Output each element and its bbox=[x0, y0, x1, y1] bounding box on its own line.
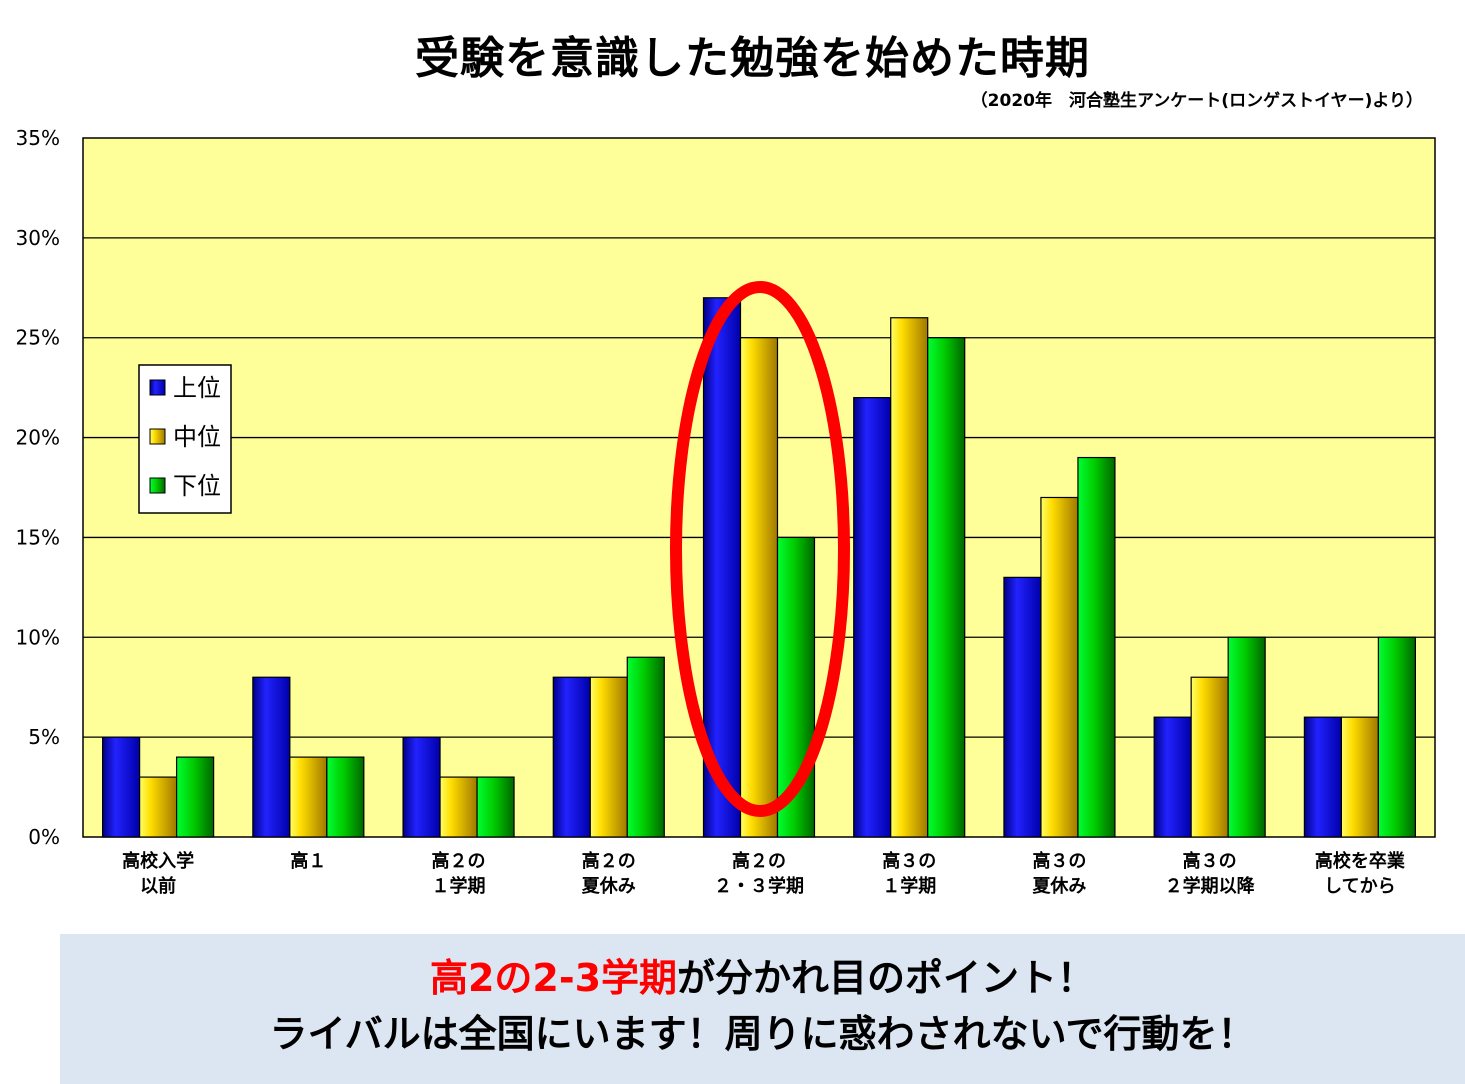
bar-blue bbox=[853, 397, 892, 838]
y-tick-label: 35% bbox=[16, 126, 60, 150]
y-tick-label: 10% bbox=[16, 625, 60, 649]
x-tick-label: 高２の bbox=[432, 850, 486, 872]
bar-blue bbox=[1003, 576, 1042, 838]
bar-green bbox=[1377, 636, 1416, 838]
chart-title: 受験を意識した勉強を始めた時期 bbox=[415, 33, 1090, 84]
y-tick-label: 25% bbox=[16, 326, 60, 350]
bar-blue bbox=[252, 676, 291, 838]
bar-blue bbox=[102, 736, 141, 838]
y-tick-label: 15% bbox=[16, 525, 60, 549]
banner-line-1: 高2の2-3学期が分かれ目のポイント！ bbox=[60, 950, 1465, 1006]
bar-blue bbox=[1153, 716, 1192, 838]
message-banner: 高2の2-3学期が分かれ目のポイント！ ライバルは全国にいます！周りに惑わされな… bbox=[60, 934, 1465, 1084]
x-tick-label: １学期 bbox=[432, 875, 486, 897]
bar-yellow bbox=[1190, 676, 1229, 838]
bar-green bbox=[626, 656, 665, 838]
banner-line-2: ライバルは全国にいます！周りに惑わされないで行動を！ bbox=[269, 1012, 1256, 1056]
y-tick-label: 0% bbox=[28, 825, 60, 849]
x-tick-label: 高校入学 bbox=[122, 850, 194, 872]
x-tick-label: 高校を卒業 bbox=[1315, 850, 1406, 872]
bar-blue bbox=[552, 676, 591, 838]
legend-swatch-blue bbox=[149, 379, 166, 396]
y-tick-label: 20% bbox=[16, 426, 60, 450]
bar-green bbox=[476, 776, 515, 838]
x-tick-label: １学期 bbox=[882, 875, 936, 897]
x-tick-label: 高３の bbox=[1183, 850, 1237, 872]
bar-green bbox=[326, 756, 365, 838]
legend-swatch-green bbox=[149, 477, 166, 494]
legend-label: 上位 bbox=[173, 374, 221, 402]
bar-yellow bbox=[1340, 716, 1379, 838]
x-tick-label: 高１ bbox=[290, 850, 326, 872]
x-tick-label: ２学期以降 bbox=[1165, 875, 1256, 897]
x-tick-label: 高３の bbox=[1032, 850, 1086, 872]
banner-line-1-rest: が分かれ目のポイント！ bbox=[677, 956, 1096, 1000]
bar-yellow bbox=[589, 676, 628, 838]
bar-yellow bbox=[739, 337, 779, 838]
bar-blue bbox=[1303, 716, 1342, 838]
bar-yellow bbox=[890, 317, 929, 838]
bar-blue bbox=[402, 736, 441, 838]
bar-yellow bbox=[289, 756, 328, 838]
x-tick-label: してから bbox=[1324, 876, 1395, 897]
x-tick-label: ２・３学期 bbox=[714, 875, 804, 897]
x-tick-label: 夏休み bbox=[1032, 875, 1086, 897]
bar-green bbox=[927, 337, 966, 838]
legend-swatch-yellow bbox=[149, 428, 166, 445]
y-tick-label: 5% bbox=[28, 725, 60, 749]
x-tick-label: 高２の bbox=[732, 850, 786, 872]
legend-label: 中位 bbox=[173, 423, 221, 451]
highlight-circle bbox=[670, 281, 850, 817]
y-tick-label: 30% bbox=[16, 226, 60, 250]
bar-yellow bbox=[439, 776, 478, 838]
banner-highlight: 高2の2-3学期 bbox=[429, 956, 678, 1000]
chart-source-note: （2020年 河合塾生アンケート(ロンゲストイヤー)より） bbox=[970, 91, 1423, 111]
legend-label: 下位 bbox=[173, 472, 221, 500]
x-tick-label: 夏休み bbox=[582, 875, 636, 897]
bar-green bbox=[176, 756, 215, 838]
bar-green bbox=[1077, 456, 1116, 838]
x-tick-label: 高２の bbox=[582, 850, 636, 872]
bar-yellow bbox=[139, 776, 178, 838]
bar-yellow bbox=[1040, 496, 1079, 838]
x-tick-label: 以前 bbox=[140, 875, 176, 897]
x-tick-label: 高３の bbox=[882, 850, 936, 872]
bar-green bbox=[1227, 636, 1266, 838]
